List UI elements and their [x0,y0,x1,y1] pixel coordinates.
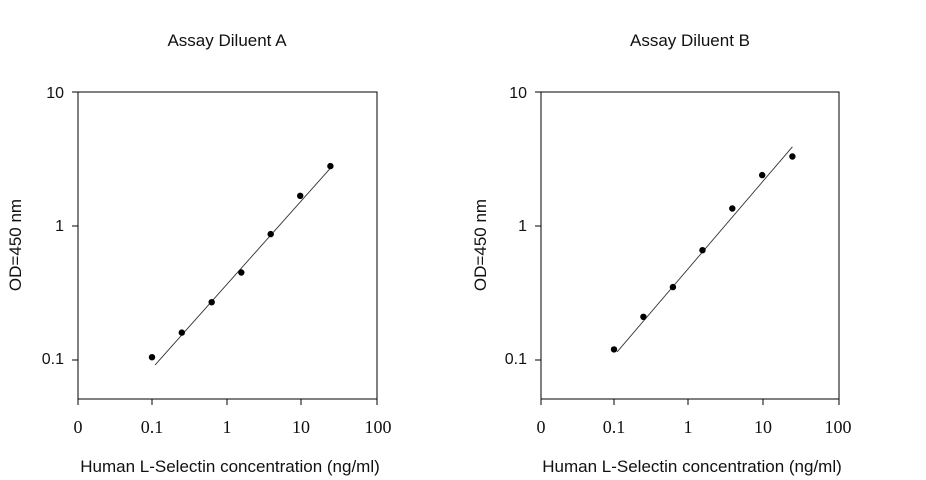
plot-frame-a [77,91,378,400]
y-axis-label-a: OD=450 nm [6,199,25,291]
y-tick-label-a-0.1: 0.1 [42,351,64,368]
x-tick-label-b-1: 1 [684,417,693,437]
data-point [267,230,274,238]
data-point [178,329,185,336]
plot-frame-b [540,91,840,400]
data-point [610,346,618,353]
data-point [297,192,304,199]
x-tick-label-b-10: 10 [754,417,772,437]
y-tick-label-a-10: 10 [46,85,64,102]
data-point [327,162,334,170]
x-tick-label-a-0: 0 [74,417,83,437]
y-tick-label-a-1: 1 [55,218,64,235]
x-axis-label-a: Human L-Selectin concentration (ng/ml) [80,457,380,476]
data-point [789,153,796,160]
data-point [729,205,736,212]
x-tick-label-b-0.1: 0.1 [603,417,626,437]
x-axis-label-b: Human L-Selectin concentration (ng/ml) [542,457,842,476]
x-tick-label-a-10: 10 [292,417,310,437]
panel-a: Assay Diluent A 0.1 1 10 0 0.1 1 10 100 … [6,31,392,476]
panel-b: Assay Diluent B 0.1 1 10 0 0.1 1 10 100 … [471,31,852,476]
data-point [148,354,156,361]
data-point [699,247,706,254]
x-tick-label-b-0: 0 [537,417,546,437]
y-axis-label-b: OD=450 nm [471,199,490,291]
data-point [669,283,677,291]
x-tick-label-b-100: 100 [825,417,852,437]
data-point [759,171,766,179]
data-point [640,313,647,320]
chart-title-a: Assay Diluent A [167,31,287,50]
chart-title-b: Assay Diluent B [630,31,750,50]
x-tick-label-a-0.1: 0.1 [141,417,164,437]
data-points-a [148,162,334,361]
y-tick-label-b-0.1: 0.1 [505,351,527,368]
x-tick-label-a-100: 100 [365,417,392,437]
axis-ticks-a [72,91,378,405]
axis-ticks-b [535,91,840,405]
data-point [208,299,215,306]
y-tick-label-b-1: 1 [518,218,527,235]
x-tick-label-a-1: 1 [223,417,232,437]
data-points-b [610,153,796,353]
y-tick-label-b-10: 10 [509,85,527,102]
data-point [238,269,245,276]
